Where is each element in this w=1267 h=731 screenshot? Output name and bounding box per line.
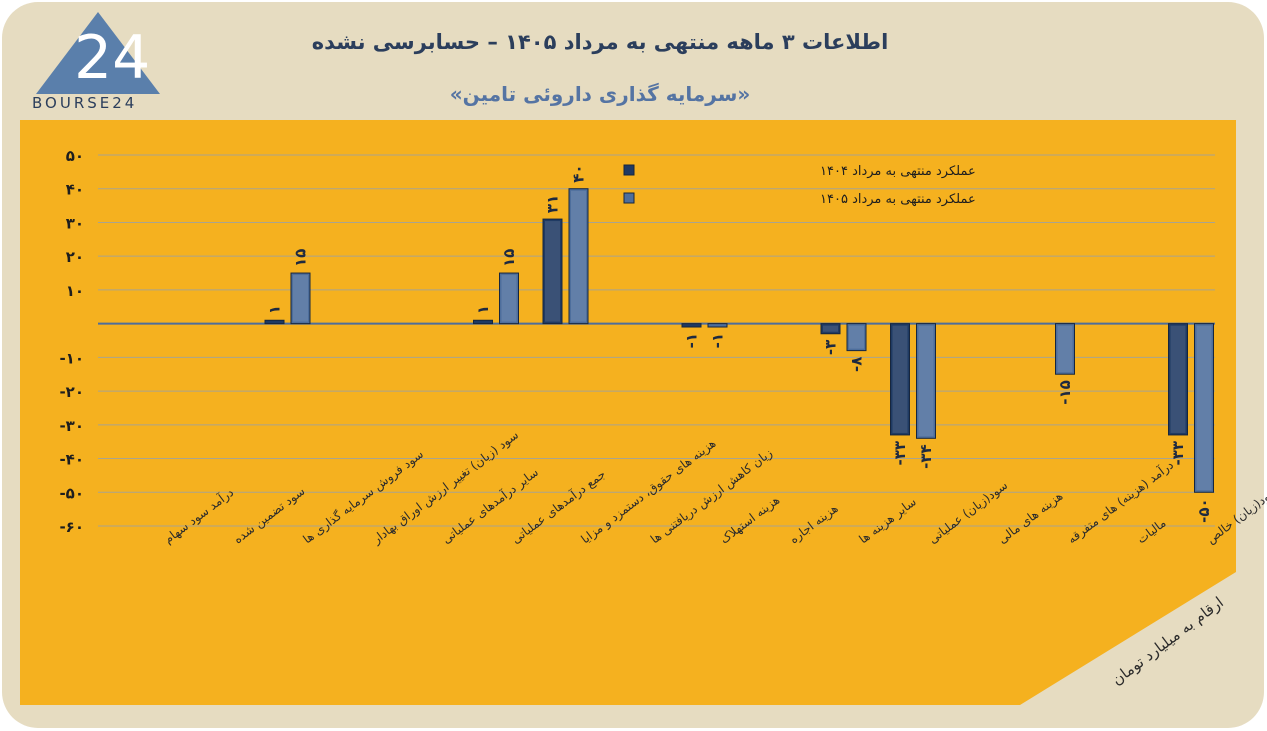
logo-text: BOURSE24 xyxy=(32,94,138,112)
x-tick-label: سود فروش سرمایه گذاری ها xyxy=(300,447,426,547)
legend-label: عملکرد منتهی به مرداد ۱۴۰۵ xyxy=(820,192,976,207)
bar-1404 xyxy=(681,323,702,328)
grid-lines xyxy=(98,154,1215,527)
legend-label: عملکرد منتهی به مرداد ۱۴۰۴ xyxy=(820,164,976,179)
bar-1405 xyxy=(290,272,311,325)
x-tick-label: درآمد (هزینه) های متفرقه xyxy=(1064,457,1176,547)
bar-1404-bevel xyxy=(823,325,838,332)
bar-1405 xyxy=(568,188,589,325)
bar-1405 xyxy=(1194,323,1214,493)
x-tick-label: مالیات xyxy=(1134,516,1168,547)
x-tick-label: هزینه اجاره xyxy=(787,501,841,547)
bar-1405 xyxy=(916,323,936,439)
bar-1404-bevel xyxy=(892,325,908,433)
y-tick-label: -۳۰ xyxy=(59,417,84,435)
bar-1405-bevel xyxy=(1057,325,1073,373)
x-tick-label: سود(زیان) خالص xyxy=(1204,484,1267,548)
x-tick-label: هزینه های مالی xyxy=(995,489,1066,547)
data-label-1405: -۳۴ xyxy=(917,444,935,469)
data-label-1405: ۱۵ xyxy=(500,249,518,267)
bar-1405-bevel xyxy=(849,325,864,349)
x-tick-label: هزینه استهلاک xyxy=(717,493,782,547)
bar-1404-bevel xyxy=(545,221,560,322)
bar-1404-bevel xyxy=(1170,325,1186,433)
bars xyxy=(264,188,1214,493)
y-tick-label: -۶۰ xyxy=(59,518,84,536)
data-label-1405: -۸ xyxy=(848,357,866,372)
data-labels: ۱ ۱۵ ۱ ۱۵ ۳۱ ۴۰ -۱ -۱ -۳ -۸ -۳۳ -۳۴ -۱۵ -۳۳ -۵۰ xyxy=(266,164,1214,522)
data-label-1404: -۳ xyxy=(822,340,840,355)
data-label-1404: ۳۱ xyxy=(544,195,562,213)
y-tick-label: ۲۰ xyxy=(66,248,84,266)
bar-1404 xyxy=(820,323,841,335)
bar-1404 xyxy=(890,323,910,436)
data-label-1405: ۱۵ xyxy=(292,249,310,267)
legend-swatch xyxy=(623,192,635,204)
y-tick-label: ۱۰ xyxy=(66,282,84,300)
bar-1405-bevel xyxy=(293,275,308,322)
bar-1405 xyxy=(499,272,519,325)
data-label-1404: -۳۳ xyxy=(891,441,909,466)
y-tick-label: -۱۰ xyxy=(59,349,84,367)
bar-1405-bevel xyxy=(1196,325,1212,491)
data-label-1405: -۱۵ xyxy=(1056,380,1074,405)
legend: عملکرد منتهی به مرداد ۱۴۰۴ عملکرد منتهی ب… xyxy=(623,164,976,207)
y-tick-label: ۵۰ xyxy=(66,147,84,165)
y-tick-label: ۴۰ xyxy=(66,181,84,199)
x-tick-label: سود تضمین شده xyxy=(231,484,308,547)
data-label-1404: ۱ xyxy=(474,305,492,314)
y-tick-label: -۲۰ xyxy=(59,383,84,401)
logo-triangle xyxy=(36,12,160,94)
y-tick-label: -۵۰ xyxy=(59,484,84,502)
data-label-1404: ۱ xyxy=(266,305,284,314)
chart-title: اطلاعات ۳ ماهه منتهی به مرداد ۱۴۰۵ – حسا… xyxy=(311,30,889,54)
bar-1405 xyxy=(1055,323,1075,375)
bar-1405 xyxy=(846,323,867,352)
chart-panel xyxy=(20,120,1236,705)
y-tick-label: -۴۰ xyxy=(59,451,84,469)
y-axis: ۵۰ ۴۰ ۳۰ ۲۰ ۱۰ -۱۰ -۲۰ -۳۰ -۴۰ -۵۰ -۶۰ xyxy=(59,147,84,536)
bar-1404 xyxy=(473,319,493,325)
data-label-1405: -۵۰ xyxy=(1195,498,1213,523)
y-tick-label: ۳۰ xyxy=(66,214,84,232)
bar-1404 xyxy=(1168,323,1188,436)
logo-number: 24 xyxy=(74,23,150,93)
x-tick-label: زیان کاهش ارزش دریافتنی ها xyxy=(648,446,776,547)
bar-1405-bevel xyxy=(501,275,517,322)
legend-swatch xyxy=(623,164,635,176)
corner-notch xyxy=(1020,572,1236,705)
bar-1404 xyxy=(542,218,563,325)
bar-1405-bevel xyxy=(571,190,586,322)
data-label-1405: ۴۰ xyxy=(570,164,588,182)
chart-subtitle: «سرمایه گذاری داروئی تامین» xyxy=(449,82,751,106)
x-tick-label: سایر هزینه ها xyxy=(856,495,919,548)
bar-1404 xyxy=(264,319,285,325)
x-tick-label: هزینه های حقوق، دستمزد و مزایا xyxy=(578,436,719,547)
data-label-1404: -۱ xyxy=(683,333,701,348)
bar-1405 xyxy=(707,323,728,328)
data-label-1405: -۱ xyxy=(709,333,727,348)
data-label-1404: -۳۳ xyxy=(1169,441,1187,466)
x-tick-label: درآمد سود سهام xyxy=(161,484,237,547)
bar-1405-bevel xyxy=(918,325,934,437)
bourse24-logo: 24 xyxy=(36,12,160,94)
